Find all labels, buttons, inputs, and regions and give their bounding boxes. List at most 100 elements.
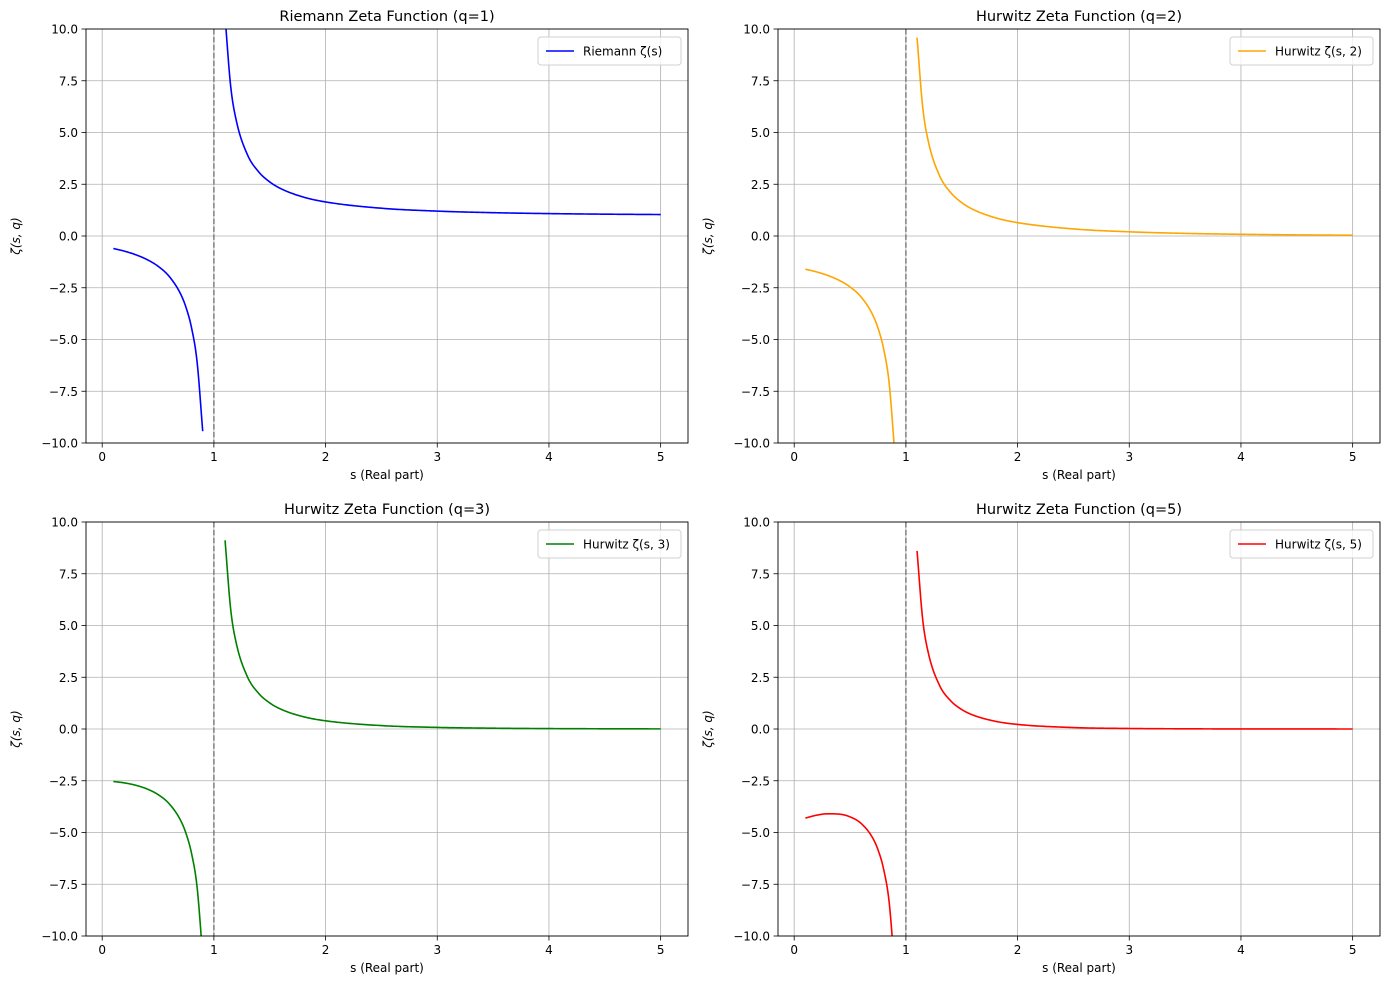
x-tick-label: 5 bbox=[1349, 943, 1357, 957]
x-tick-label: 0 bbox=[790, 943, 798, 957]
subplot-title: Hurwitz Zeta Function (q=2) bbox=[976, 9, 1182, 25]
y-tick-label: 10.0 bbox=[51, 516, 78, 530]
y-axis-label: ζ(s, q) bbox=[701, 710, 715, 748]
axes-frame bbox=[85, 28, 689, 444]
curve-branch-1 bbox=[112, 247, 204, 432]
x-axis-label: s (Real part) bbox=[350, 961, 424, 975]
series-line bbox=[804, 37, 1353, 443]
series-line bbox=[112, 29, 661, 432]
curve-branch-1 bbox=[804, 812, 893, 936]
y-tick-label: −10.0 bbox=[733, 930, 770, 944]
legend: Hurwitz ζ(s, 2) bbox=[1229, 36, 1374, 66]
y-tick-label: −7.5 bbox=[741, 385, 770, 399]
y-tick-label: −10.0 bbox=[733, 437, 770, 451]
legend-label: Riemann ζ(s) bbox=[583, 45, 662, 59]
y-tick-label: 2.5 bbox=[59, 671, 78, 685]
y-tick-label: 10.0 bbox=[743, 23, 770, 37]
x-tick-label: 0 bbox=[98, 943, 106, 957]
y-tick-label: −2.5 bbox=[49, 774, 78, 788]
y-tick-label: 7.5 bbox=[751, 74, 770, 88]
legend-label: Hurwitz ζ(s, 2) bbox=[1275, 45, 1362, 59]
legend-label: Hurwitz ζ(s, 3) bbox=[583, 538, 670, 552]
y-tick-label: 2.5 bbox=[751, 671, 770, 685]
subplot-1: 0 1 2 3 4 5 −10.0 −7.5 −5.0 −2.5 0.0 2.5 5.0 7.5 10.0 R… bbox=[9, 9, 689, 482]
x-tick-label: 3 bbox=[433, 943, 441, 957]
y-tick-label: −5.0 bbox=[741, 826, 770, 840]
y-tick-label: −10.0 bbox=[41, 437, 78, 451]
y-tick-label: −5.0 bbox=[49, 333, 78, 347]
curve-branch-2 bbox=[916, 550, 1353, 730]
curve-branch-2 bbox=[916, 37, 1353, 237]
x-tick-label: 1 bbox=[902, 450, 910, 464]
x-tick-label: 3 bbox=[1125, 943, 1133, 957]
x-axis-label: s (Real part) bbox=[1042, 468, 1116, 482]
y-tick-label: 0.0 bbox=[59, 723, 78, 737]
y-axis-label: ζ(s, q) bbox=[9, 710, 23, 748]
y-tick-label: 0.0 bbox=[751, 230, 770, 244]
x-tick-label: 3 bbox=[433, 450, 441, 464]
x-tick-label: 2 bbox=[322, 450, 330, 464]
legend-frame bbox=[537, 529, 682, 559]
y-tick-label: 7.5 bbox=[751, 567, 770, 581]
subplot-title: Hurwitz Zeta Function (q=5) bbox=[976, 502, 1182, 518]
legend-frame bbox=[537, 36, 682, 66]
subplot-2: 0 1 2 3 4 5 −10.0 −7.5 −5.0 −2.5 0.0 2.5 5.0 7.5 10.0 H… bbox=[701, 9, 1381, 482]
curve-branch-2 bbox=[224, 540, 661, 730]
subplot-title: Hurwitz Zeta Function (q=3) bbox=[284, 502, 490, 518]
x-tick-label: 0 bbox=[98, 450, 106, 464]
y-tick-label: 0.0 bbox=[59, 230, 78, 244]
curve-branch-1 bbox=[112, 780, 202, 936]
x-tick-label: 4 bbox=[545, 943, 553, 957]
x-tick-label: 1 bbox=[210, 450, 218, 464]
x-tick-label: 2 bbox=[1014, 943, 1022, 957]
y-tick-label: 10.0 bbox=[743, 516, 770, 530]
subplot-3: 0 1 2 3 4 5 −10.0 −7.5 −5.0 −2.5 0.0 2.5 5.0 7.5 10.0 H… bbox=[9, 502, 689, 975]
series-line bbox=[804, 550, 1353, 936]
y-tick-label: 7.5 bbox=[59, 567, 78, 581]
legend: Riemann ζ(s) bbox=[537, 36, 682, 66]
legend: Hurwitz ζ(s, 3) bbox=[537, 529, 682, 559]
series-line bbox=[112, 540, 661, 936]
x-tick-label: 5 bbox=[1349, 450, 1357, 464]
y-tick-label: 5.0 bbox=[751, 619, 770, 633]
y-tick-label: −2.5 bbox=[741, 774, 770, 788]
y-tick-label: 7.5 bbox=[59, 74, 78, 88]
legend: Hurwitz ζ(s, 5) bbox=[1229, 529, 1374, 559]
y-axis-label: ζ(s, q) bbox=[701, 217, 715, 255]
y-tick-label: −7.5 bbox=[741, 878, 770, 892]
y-tick-label: −2.5 bbox=[49, 281, 78, 295]
y-tick-label: −2.5 bbox=[741, 281, 770, 295]
y-tick-label: 0.0 bbox=[751, 723, 770, 737]
x-tick-label: 5 bbox=[657, 450, 665, 464]
y-tick-label: 10.0 bbox=[51, 23, 78, 37]
y-tick-label: −10.0 bbox=[41, 930, 78, 944]
legend-frame bbox=[1229, 529, 1374, 559]
x-tick-label: 1 bbox=[902, 943, 910, 957]
subplot-4: 0 1 2 3 4 5 −10.0 −7.5 −5.0 −2.5 0.0 2.5 5.0 7.5 10.0 H… bbox=[701, 502, 1381, 975]
y-tick-label: 5.0 bbox=[751, 126, 770, 140]
curve-branch-2 bbox=[225, 29, 661, 216]
x-tick-label: 2 bbox=[322, 943, 330, 957]
y-tick-label: −7.5 bbox=[49, 878, 78, 892]
x-tick-label: 0 bbox=[790, 450, 798, 464]
curve-branch-1 bbox=[804, 268, 895, 443]
x-tick-label: 5 bbox=[657, 943, 665, 957]
subplot-title: Riemann Zeta Function (q=1) bbox=[279, 9, 494, 25]
axes-frame bbox=[85, 521, 689, 937]
legend-frame bbox=[1229, 36, 1374, 66]
x-tick-label: 1 bbox=[210, 943, 218, 957]
y-tick-label: 2.5 bbox=[59, 178, 78, 192]
y-tick-label: −5.0 bbox=[49, 826, 78, 840]
y-axis-label: ζ(s, q) bbox=[9, 217, 23, 255]
x-tick-label: 2 bbox=[1014, 450, 1022, 464]
y-tick-label: 5.0 bbox=[59, 619, 78, 633]
axes-frame bbox=[777, 28, 1381, 444]
x-axis-label: s (Real part) bbox=[350, 468, 424, 482]
y-tick-label: 5.0 bbox=[59, 126, 78, 140]
y-tick-label: −7.5 bbox=[49, 385, 78, 399]
x-tick-label: 4 bbox=[1237, 943, 1245, 957]
y-tick-label: −5.0 bbox=[741, 333, 770, 347]
x-tick-label: 4 bbox=[545, 450, 553, 464]
x-axis-label: s (Real part) bbox=[1042, 961, 1116, 975]
